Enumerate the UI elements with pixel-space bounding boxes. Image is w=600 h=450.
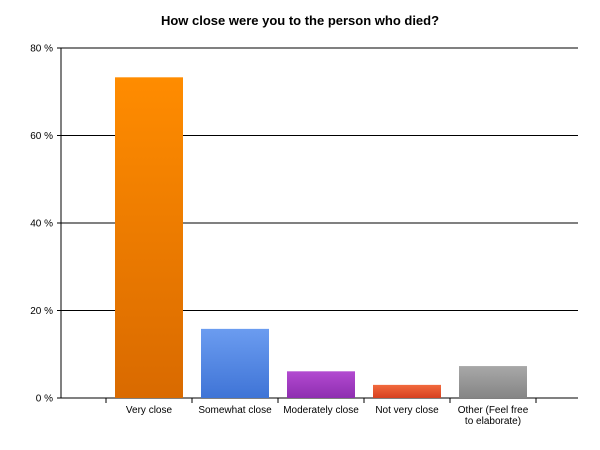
x-category-label-0: Very close <box>126 405 173 416</box>
bar-4 <box>459 366 527 398</box>
x-category-label-4: Other (Feel free to elaborate) <box>458 405 529 427</box>
x-category-label-2: Moderately close <box>283 405 359 416</box>
x-category-label-1: Somewhat close <box>198 405 272 416</box>
x-category-label-3: Not very close <box>375 405 439 416</box>
y-tick-label-60: 60 % <box>30 131 53 142</box>
labels: 0 % 20 % 40 % 60 % 80 % Very close Somewhat cl… <box>30 44 529 428</box>
bar-0 <box>115 77 183 398</box>
bars <box>115 77 527 398</box>
y-tick-label-0: 0 % <box>36 394 53 405</box>
y-tick-label-40: 40 % <box>30 219 53 230</box>
bar-1 <box>201 328 269 398</box>
bar-2 <box>287 371 355 398</box>
bar-3 <box>373 384 441 398</box>
y-tick-label-80: 80 % <box>30 44 53 55</box>
chart-title: How close were you to the person who die… <box>160 13 440 28</box>
y-tick-label-20: 20 % <box>30 306 53 317</box>
